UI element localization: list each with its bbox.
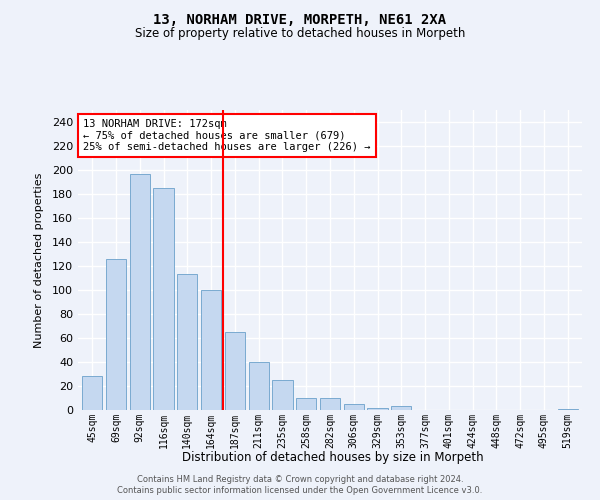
Bar bbox=[296, 398, 316, 410]
Bar bbox=[225, 332, 245, 410]
Text: Size of property relative to detached houses in Morpeth: Size of property relative to detached ho… bbox=[135, 28, 465, 40]
Text: 13 NORHAM DRIVE: 172sqm
← 75% of detached houses are smaller (679)
25% of semi-d: 13 NORHAM DRIVE: 172sqm ← 75% of detache… bbox=[83, 119, 371, 152]
Text: Contains public sector information licensed under the Open Government Licence v3: Contains public sector information licen… bbox=[118, 486, 482, 495]
Bar bbox=[82, 376, 103, 410]
Text: 13, NORHAM DRIVE, MORPETH, NE61 2XA: 13, NORHAM DRIVE, MORPETH, NE61 2XA bbox=[154, 12, 446, 26]
Text: Contains HM Land Registry data © Crown copyright and database right 2024.: Contains HM Land Registry data © Crown c… bbox=[137, 475, 463, 484]
Bar bbox=[177, 274, 197, 410]
Bar bbox=[130, 174, 150, 410]
Bar bbox=[248, 362, 269, 410]
Bar bbox=[201, 290, 221, 410]
Text: Distribution of detached houses by size in Morpeth: Distribution of detached houses by size … bbox=[182, 451, 484, 464]
Bar bbox=[391, 406, 412, 410]
Bar bbox=[154, 188, 173, 410]
Bar bbox=[344, 404, 364, 410]
Y-axis label: Number of detached properties: Number of detached properties bbox=[34, 172, 44, 348]
Bar bbox=[272, 380, 293, 410]
Bar bbox=[320, 398, 340, 410]
Bar bbox=[367, 408, 388, 410]
Bar bbox=[106, 259, 126, 410]
Bar bbox=[557, 409, 578, 410]
